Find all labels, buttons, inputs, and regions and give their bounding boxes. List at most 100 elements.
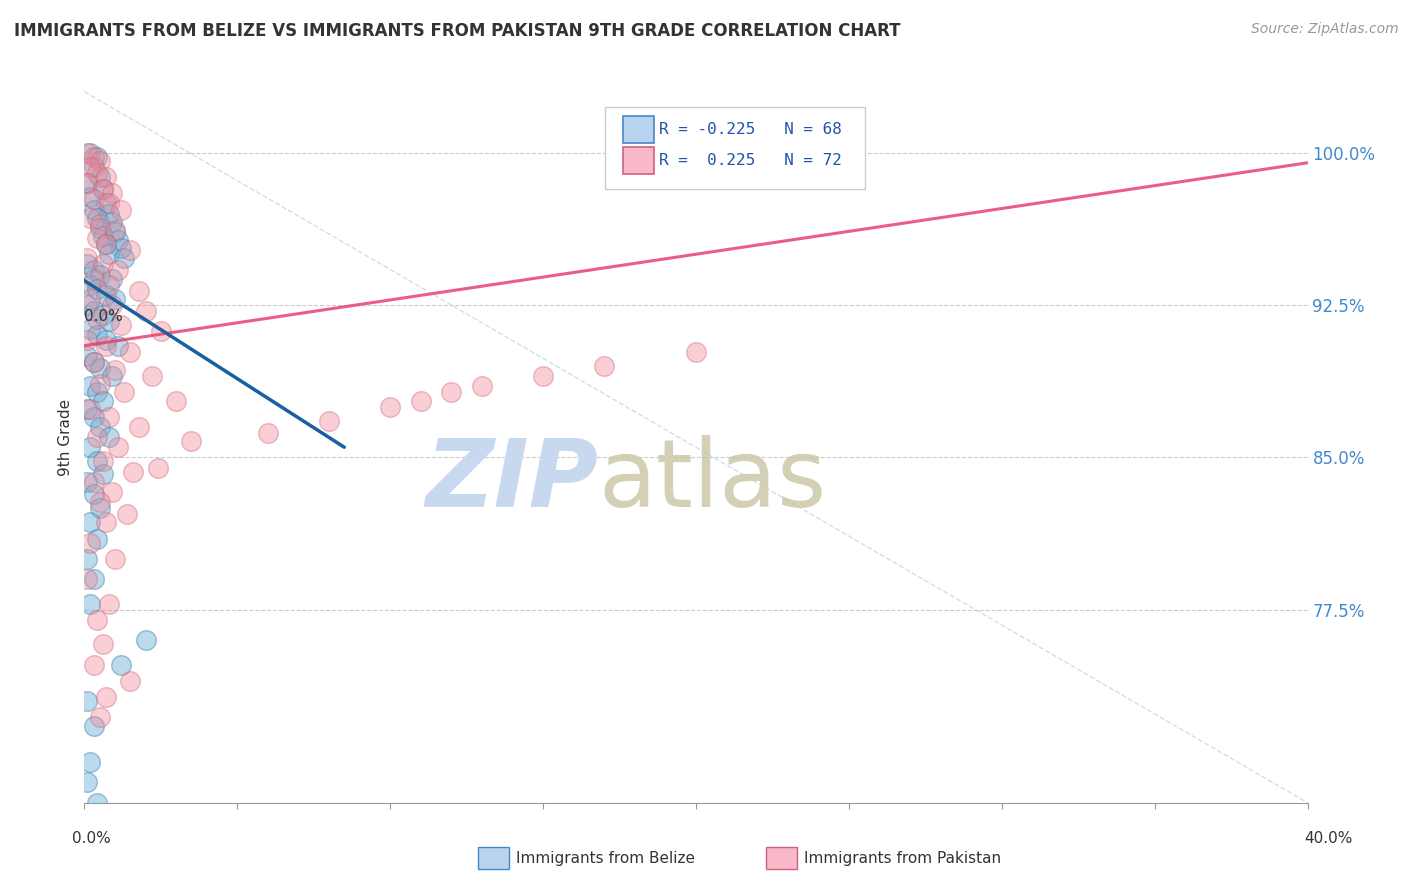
Point (101, 369, 124, 384)
Text: ZIP: ZIP (425, 435, 598, 527)
Point (76, 333, 98, 347)
Point (79, 597, 101, 611)
Point (83, 271, 105, 285)
Point (149, 325, 172, 339)
Point (685, 344, 707, 359)
Point (76, 145, 98, 160)
Point (89, 495, 111, 509)
Point (110, 657, 132, 672)
Y-axis label: 9th Grade: 9th Grade (58, 399, 73, 475)
Point (120, 344, 142, 359)
Point (79, 322, 101, 336)
Point (79, 755, 101, 769)
Point (86, 231, 108, 245)
Point (128, 420, 150, 434)
Point (97, 277, 120, 292)
Point (104, 225, 127, 239)
Point (89, 501, 111, 516)
Point (76, 572, 98, 586)
Point (91, 182, 114, 196)
Text: Immigrants from Pakistan: Immigrants from Pakistan (804, 851, 1001, 865)
Point (89, 420, 111, 434)
Text: R =  0.225   N = 72: R = 0.225 N = 72 (659, 153, 842, 168)
Point (83, 355, 105, 369)
Point (89, 268, 111, 282)
Point (94, 333, 117, 347)
Point (76, 176, 98, 190)
Point (76, 252, 98, 266)
Point (91, 393, 114, 408)
Point (531, 369, 554, 384)
Point (91, 257, 114, 271)
Text: IMMIGRANTS FROM BELIZE VS IMMIGRANTS FROM PAKISTAN 9TH GRADE CORRELATION CHART: IMMIGRANTS FROM BELIZE VS IMMIGRANTS FRO… (14, 22, 901, 40)
Point (79, 190, 101, 204)
Point (110, 202, 132, 217)
Point (128, 284, 150, 298)
Point (91, 308, 114, 322)
Point (91, 637, 114, 651)
Point (76, 694, 98, 708)
Point (104, 363, 127, 377)
Point (91, 229, 114, 244)
Point (101, 186, 124, 201)
Point (79, 379, 101, 393)
Point (79, 211, 101, 225)
Point (120, 243, 142, 257)
Point (94, 288, 117, 302)
Point (107, 440, 129, 454)
Point (409, 393, 432, 408)
Point (97, 196, 120, 211)
Point (79, 292, 101, 306)
Point (86, 328, 108, 343)
Point (83, 475, 105, 489)
Point (76, 475, 98, 489)
Point (79, 516, 101, 530)
Point (76, 298, 98, 312)
Point (83, 657, 105, 672)
Point (86, 312, 108, 326)
Point (91, 182, 114, 196)
Point (97, 430, 120, 444)
Point (146, 460, 169, 475)
Point (104, 552, 127, 566)
Point (380, 400, 402, 414)
Point (83, 409, 105, 424)
Text: Source: ZipAtlas.com: Source: ZipAtlas.com (1251, 22, 1399, 37)
Point (101, 215, 124, 229)
Point (471, 379, 494, 393)
Point (115, 508, 138, 522)
Point (120, 673, 142, 688)
Point (107, 233, 129, 247)
Point (107, 263, 129, 277)
Point (79, 401, 101, 416)
Point (91, 454, 114, 468)
Point (112, 385, 135, 400)
Point (97, 597, 120, 611)
Text: Immigrants from Belize: Immigrants from Belize (516, 851, 695, 865)
Point (135, 304, 157, 318)
Point (94, 690, 117, 705)
Point (89, 377, 111, 392)
Point (79, 440, 101, 454)
Point (86, 150, 108, 164)
Point (107, 339, 129, 353)
Point (112, 252, 135, 266)
Point (104, 292, 127, 306)
Point (76, 401, 98, 416)
Point (83, 202, 105, 217)
Point (83, 150, 105, 164)
Point (83, 193, 105, 207)
Point (89, 153, 111, 168)
Point (318, 414, 340, 428)
Point (91, 467, 114, 481)
Point (86, 211, 108, 225)
Point (110, 318, 132, 333)
Point (86, 385, 108, 400)
Point (86, 430, 108, 444)
Point (83, 355, 105, 369)
Point (86, 613, 108, 627)
Point (101, 298, 124, 312)
Point (180, 434, 202, 449)
Point (76, 552, 98, 566)
Point (79, 160, 101, 174)
